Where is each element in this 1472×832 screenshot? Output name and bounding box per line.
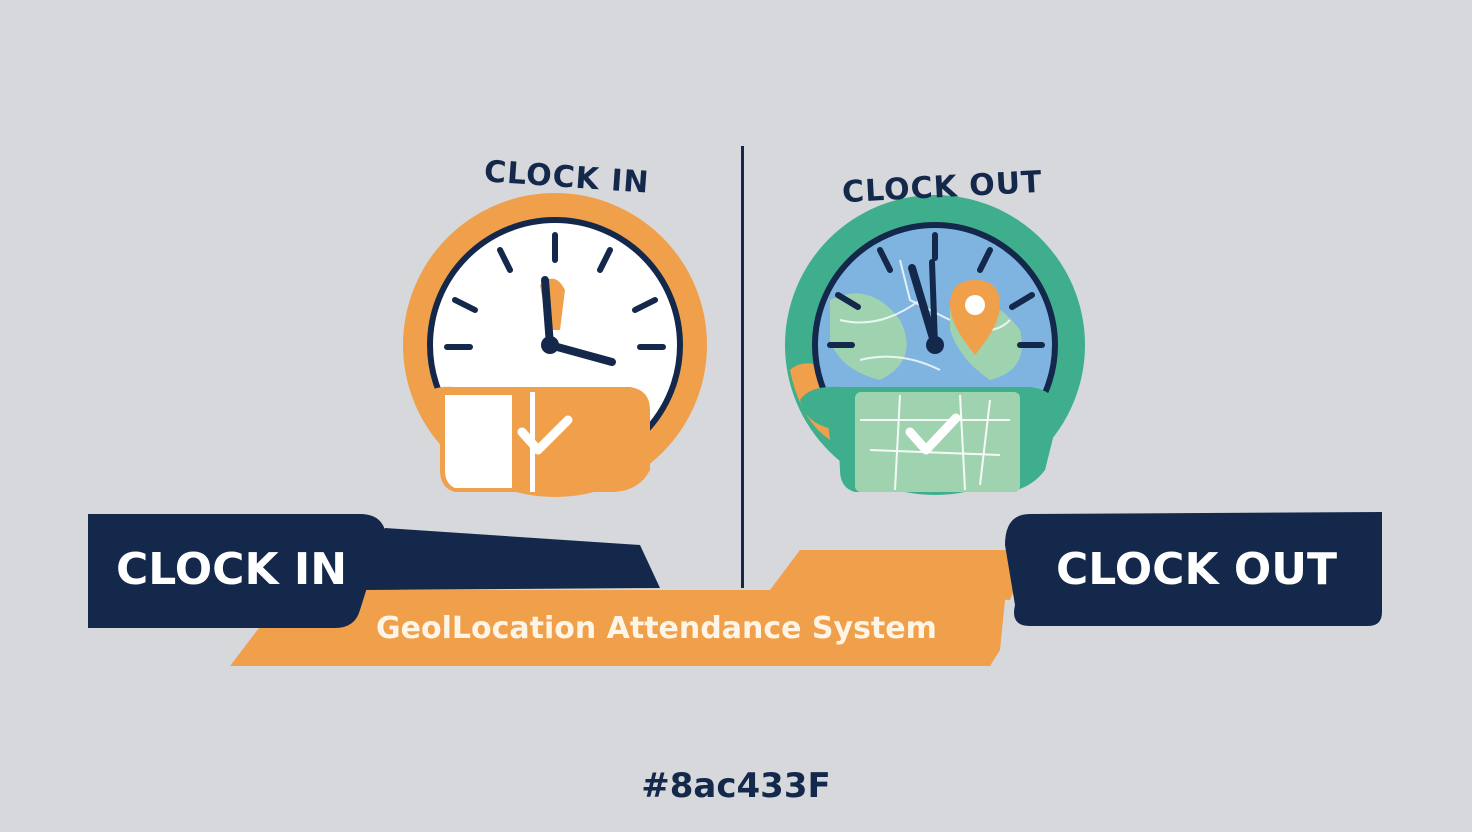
ribbon-shape: [230, 575, 1005, 666]
map-clock-icon: [785, 195, 1085, 495]
check-icon: [905, 413, 961, 455]
ribbon-label: GeolLocation Attendance System: [376, 611, 937, 646]
clock-in-icon: [403, 193, 707, 497]
divider: [741, 146, 744, 588]
clock-in-banner: [88, 514, 385, 628]
footer-code: #8ac433F: [641, 766, 831, 806]
clock-out-banner: [1005, 512, 1382, 626]
location-pin-icon: [950, 280, 1000, 355]
check-icon: [517, 415, 573, 455]
clock-in-banner-label: CLOCK IN: [116, 544, 348, 595]
clock-out-banner-label: CLOCK OUT: [1056, 544, 1338, 595]
